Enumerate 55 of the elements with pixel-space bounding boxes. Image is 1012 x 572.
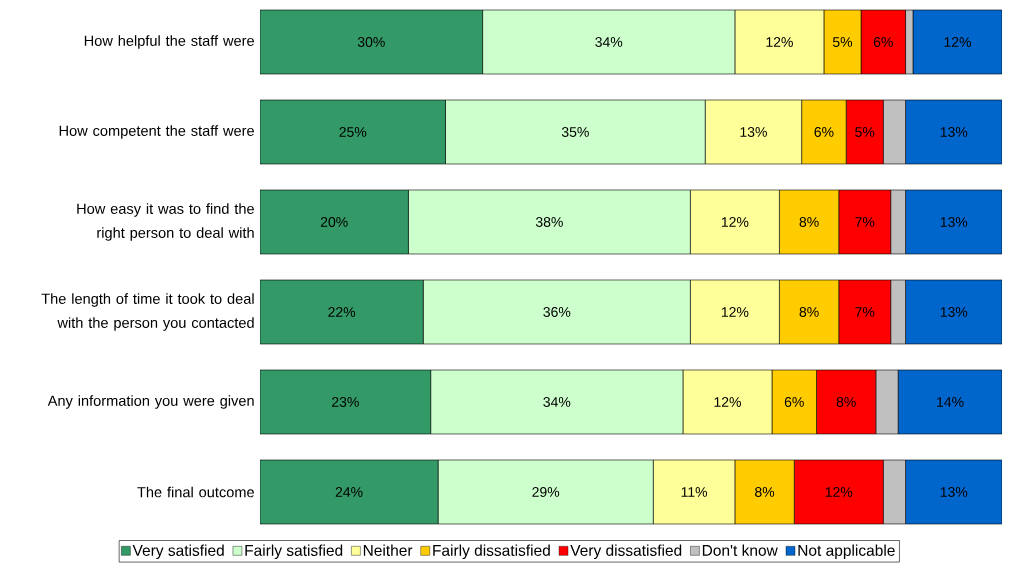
data-label: 12%	[944, 37, 971, 47]
data-label: 14%	[937, 397, 964, 407]
legend-label: Fairly satisfied	[245, 544, 343, 559]
data-label: 12%	[721, 307, 749, 317]
data-label: 12%	[721, 217, 749, 227]
data-label: 24%	[335, 487, 363, 497]
data-label: 5%	[832, 37, 853, 47]
data-label: 8%	[799, 307, 819, 317]
legend-label: Very satisfied	[132, 544, 224, 559]
data-label: 12%	[825, 487, 853, 497]
data-label: 34%	[595, 37, 623, 47]
data-label: 38%	[535, 217, 563, 227]
data-label: 20%	[320, 217, 348, 227]
y-tick-label: Any information you were given	[47, 395, 254, 409]
legend-label: Don't know	[702, 544, 778, 556]
data-label: 29%	[532, 487, 560, 497]
bar	[260, 459, 439, 525]
legend-label: Neither	[363, 544, 413, 556]
legend-label: Not applicable	[798, 544, 895, 559]
data-label: 34%	[543, 397, 571, 407]
data-label: 30%	[357, 37, 385, 47]
y-tick-label: How competent the staff were	[59, 125, 254, 139]
data-label: 12%	[766, 37, 793, 47]
data-label: 13%	[740, 127, 767, 137]
y-tick-label: The length of time it took to deal with the person you contacted	[41, 293, 254, 331]
data-label: 13%	[940, 487, 968, 497]
y-tick-label: How helpful the staff were	[84, 35, 254, 49]
data-label: 8%	[799, 217, 819, 227]
legend-label: Very dissatisfied	[570, 544, 682, 559]
legend-label: Fairly dissatisfied	[433, 544, 550, 559]
y-tick-label: How easy it was to find the right person to deal with	[77, 203, 254, 241]
data-label: 12%	[714, 397, 741, 407]
data-label: 22%	[328, 307, 356, 317]
data-label: 13%	[940, 307, 968, 317]
data-label: 6%	[784, 397, 804, 407]
data-label: 11%	[681, 487, 708, 497]
data-label: 13%	[940, 217, 968, 227]
bar	[260, 9, 483, 75]
data-label: 7%	[855, 217, 875, 227]
bar	[260, 189, 409, 255]
data-label: 8%	[755, 487, 775, 497]
data-label: 8%	[836, 397, 856, 407]
data-label: 7%	[855, 307, 875, 317]
bar	[260, 369, 431, 435]
data-label: 35%	[561, 127, 589, 137]
y-tick-label: The final outcome	[137, 486, 254, 498]
data-label: 36%	[543, 307, 571, 317]
data-label: 23%	[332, 397, 359, 407]
bar	[260, 99, 446, 165]
data-label: 13%	[940, 127, 968, 137]
bar	[260, 279, 424, 345]
data-label: 6%	[814, 127, 834, 137]
data-label: 6%	[873, 37, 893, 47]
data-label: 25%	[339, 127, 367, 137]
data-label: 5%	[855, 127, 875, 137]
